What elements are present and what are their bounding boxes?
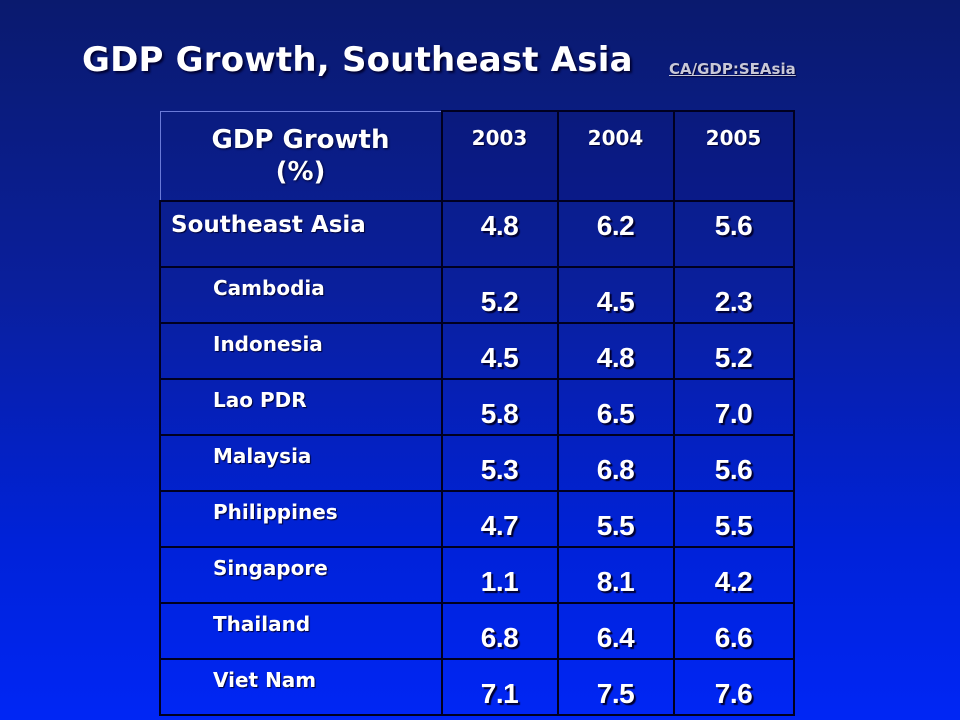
cell-2003: 7.1 [440,657,559,716]
cell-2005: 5.5 [672,489,795,548]
table-row-cambodia: Cambodia 5.2 4.5 2.3 [159,265,795,324]
row-name: Malaysia [159,433,443,492]
cell-2003: 5.3 [440,433,559,492]
table-row-lao-pdr: Lao PDR 5.8 6.5 7.0 [159,377,795,436]
row-name: Indonesia [159,321,443,380]
cell-2004: 4.8 [556,321,675,380]
table-row-indonesia: Indonesia 4.5 4.8 5.2 [159,321,795,380]
table-row-thailand: Thailand 6.8 6.4 6.6 [159,601,795,660]
table-row-viet-nam: Viet Nam 7.1 7.5 7.6 [159,657,795,716]
source-link[interactable]: CA/GDP:SEAsia [669,60,796,78]
row-name: Southeast Asia [159,199,443,268]
gdp-growth-table: GDP Growth (%) 2003 2004 2005 Southeast … [159,110,795,716]
slide-title: GDP Growth, Southeast Asia [82,40,633,80]
cell-2003: 4.5 [440,321,559,380]
header-label: GDP Growth (%) [159,110,443,201]
cell-2005: 5.2 [672,321,795,380]
cell-2004: 8.1 [556,545,675,604]
row-name: Thailand [159,601,443,660]
row-name: Cambodia [159,265,443,324]
table-header-row: GDP Growth (%) 2003 2004 2005 [159,110,795,201]
cell-2003: 1.1 [440,545,559,604]
cell-2005: 7.6 [672,657,795,716]
cell-2005: 7.0 [672,377,795,436]
cell-2004: 7.5 [556,657,675,716]
row-name: Philippines [159,489,443,548]
cell-2003: 5.2 [440,265,559,324]
table-row-singapore: Singapore 1.1 8.1 4.2 [159,545,795,604]
cell-2005: 4.2 [672,545,795,604]
cell-2004: 6.4 [556,601,675,660]
header-label-line2: (%) [275,156,326,187]
table-row-malaysia: Malaysia 5.3 6.8 5.6 [159,433,795,492]
cell-2004: 4.5 [556,265,675,324]
row-name: Viet Nam [159,657,443,716]
cell-2003: 5.8 [440,377,559,436]
header-year-2005: 2005 [672,110,795,201]
cell-2005: 5.6 [672,199,795,268]
row-name: Singapore [159,545,443,604]
cell-2004: 6.5 [556,377,675,436]
cell-2003: 6.8 [440,601,559,660]
cell-2005: 6.6 [672,601,795,660]
row-name: Lao PDR [159,377,443,436]
cell-2004: 5.5 [556,489,675,548]
cell-2003: 4.7 [440,489,559,548]
table-row-southeast-asia: Southeast Asia 4.8 6.2 5.6 [159,199,795,268]
header-year-2004: 2004 [556,110,675,201]
cell-2004: 6.2 [556,199,675,268]
cell-2005: 5.6 [672,433,795,492]
table-row-philippines: Philippines 4.7 5.5 5.5 [159,489,795,548]
header-label-line1: GDP Growth [211,124,390,155]
cell-2004: 6.8 [556,433,675,492]
cell-2005: 2.3 [672,265,795,324]
cell-2003: 4.8 [440,199,559,268]
header-year-2003: 2003 [440,110,559,201]
